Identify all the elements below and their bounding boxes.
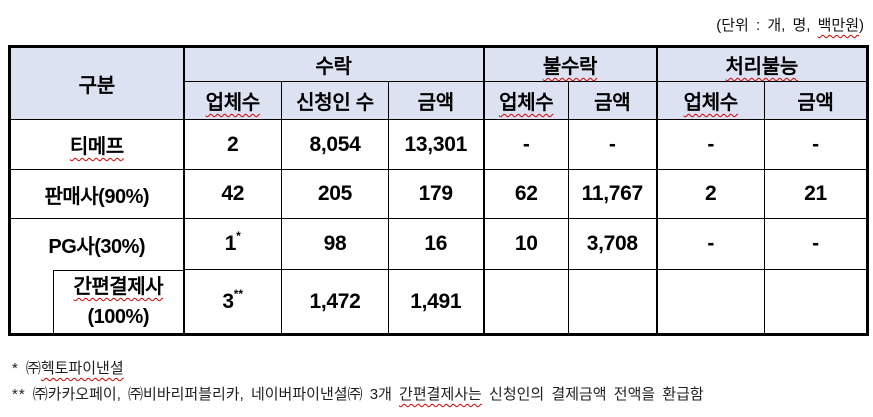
table-cell: 1,491 [388, 269, 484, 335]
table-cell: 205 [281, 169, 389, 219]
table-cell: 16 [388, 218, 484, 270]
subheader-amount-rejected: 금액 [568, 81, 657, 120]
footnote-2-flagged: 간편결제사는 [399, 386, 482, 403]
footnote-2-marker: ** [12, 386, 26, 403]
unit-note-highlight: 백만원 [817, 17, 859, 34]
row-label-pg: PG사(30%) [9, 218, 184, 270]
group-header-unprocessable: 처리불능 [655, 46, 868, 82]
group-header-accepted: 수락 [182, 46, 484, 82]
table-cell: 13,301 [388, 119, 484, 170]
footnote-1: * ㈜헥토파이낸셜 [12, 356, 704, 382]
table-cell: - [568, 119, 657, 170]
footnote-2-post: 신청인의 결제금액 전액을 환급함 [481, 386, 704, 403]
table-row: 판매사(90%) 42 205 179 62 11,767 2 21 [9, 169, 868, 219]
footnote-1-flagged: 헥토파이낸셜 [40, 360, 124, 377]
table-row: 간편결제사 (100%) 3** 1,472 1,491 [9, 269, 868, 335]
table-cell: 2 [655, 169, 765, 219]
table-cell: 8,054 [281, 119, 389, 170]
group-header-rejected: 불수락 [482, 46, 657, 82]
table-row: 티메프 2 8,054 13,301 - - - - [9, 119, 868, 170]
table-cell: 2 [182, 119, 282, 170]
corner-header: 구분 [9, 46, 184, 120]
footnote-1-marker: * [12, 360, 19, 377]
footnote-2-pre: ㈜카카오페이, ㈜비바리퍼블리카, 네이버파이낸셜㈜ 3개 [32, 386, 400, 403]
table-cell: 42 [182, 169, 282, 219]
footnote-1-pre: ㈜ [25, 360, 41, 377]
table-cell: - [655, 119, 765, 170]
table-cell: 3,708 [568, 218, 657, 270]
subheader-amount-accepted: 금액 [388, 81, 484, 120]
table-cell: 21 [764, 169, 868, 219]
table-cell: 11,767 [568, 169, 657, 219]
table-cell [764, 269, 868, 335]
unit-note-prefix: (단위 : 개, 명, [716, 17, 818, 34]
unit-note: (단위 : 개, 명, 백만원) [716, 14, 864, 35]
subheader-companies-unprocessable: 업체수 [655, 81, 765, 120]
table-cell: - [764, 119, 868, 170]
table-cell: - [764, 218, 868, 270]
refund-table: 구분 수락 불수락 처리불능 업체수 신청인 수 금액 업체수 금액 업체수 금… [8, 45, 869, 336]
table-cell: 3** [182, 269, 282, 335]
table-cell: 62 [482, 169, 569, 219]
row-label-tmef: 티메프 [9, 119, 184, 170]
table-cell: 10 [482, 218, 569, 270]
table-cell [655, 269, 765, 335]
easy-payment-label-line1: 간편결제사 [73, 275, 164, 298]
footnote-ref-double-asterisk: ** [233, 286, 244, 301]
table-cell: 98 [281, 218, 389, 270]
table-cell: - [482, 119, 569, 170]
table-cell: 179 [388, 169, 484, 219]
footnote-2: ** ㈜카카오페이, ㈜비바리퍼블리카, 네이버파이낸셜㈜ 3개 간편결제사는 신… [12, 382, 704, 408]
row-label-sellers: 판매사(90%) [9, 169, 184, 219]
table-cell [482, 269, 569, 335]
table-cell: 1* [182, 218, 282, 270]
unit-note-suffix: ) [859, 17, 864, 34]
subheader-companies-accepted: 업체수 [182, 81, 282, 120]
subheader-amount-unprocessable: 금액 [764, 81, 868, 120]
footnote-ref-asterisk: * [236, 229, 241, 243]
table-cell: - [655, 218, 765, 270]
nested-label-box: 간편결제사 (100%) [53, 269, 183, 333]
easy-payment-label-line2: (100%) [87, 305, 150, 328]
footnotes: * ㈜헥토파이낸셜 ** ㈜카카오페이, ㈜비바리퍼블리카, 네이버파이낸셜㈜ 3개… [12, 356, 704, 408]
subheader-companies-rejected: 업체수 [482, 81, 569, 120]
table-row: PG사(30%) 1* 98 16 10 3,708 - - [9, 218, 868, 270]
row-label-easy-payment: 간편결제사 (100%) [9, 269, 184, 335]
table-cell: 1,472 [281, 269, 389, 335]
subheader-applicants: 신청인 수 [281, 81, 389, 120]
table-cell [568, 269, 657, 335]
